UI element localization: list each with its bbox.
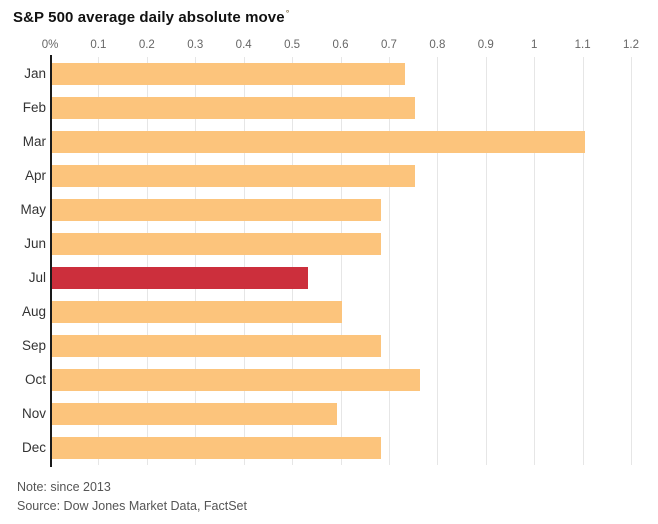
bar-jul [51, 267, 309, 289]
x-tick-label: 0.6 [332, 39, 349, 51]
month-label: Mar [22, 134, 46, 149]
x-tick-label: 0.8 [429, 39, 446, 51]
gridline [631, 57, 633, 465]
chart-title-text: S&P 500 average daily absolute move [13, 9, 285, 26]
x-tick-label: 0% [41, 39, 59, 51]
month-label: Feb [22, 100, 46, 115]
month-label: Jun [24, 236, 46, 251]
chart-title: S&P 500 average daily absolute move° [13, 8, 289, 26]
month-label: Aug [21, 304, 46, 319]
x-tick-label: 1 [530, 39, 538, 51]
bar-mar [51, 131, 585, 153]
x-tick-label: 0.5 [284, 39, 301, 51]
gridline [582, 57, 584, 465]
month-label: Nov [21, 406, 46, 421]
x-tick-label: 0.7 [380, 39, 397, 51]
bar-row: Jul [0, 261, 658, 295]
bar-row: Jun [0, 227, 658, 261]
bar-row: Nov [0, 397, 658, 431]
gridline [146, 57, 148, 465]
x-axis: 0% 0.1 0.2 0.3 0.4 0.5 0.6 0.7 0.8 0.9 1 1.1 1.2 [0, 39, 658, 55]
month-label: Sep [21, 338, 46, 353]
bar-apr [51, 165, 415, 187]
bar-row: Feb [0, 91, 658, 125]
month-label: Jan [24, 66, 46, 81]
x-tick-label: 0.9 [477, 39, 494, 51]
bar-oct [51, 369, 420, 391]
x-tick-label: 0.3 [187, 39, 204, 51]
zero-axis-line [50, 55, 52, 467]
bar-jan [51, 63, 406, 85]
bar-row: Mar [0, 125, 658, 159]
bar-sep [51, 335, 381, 357]
footnote-marker: ° [285, 8, 290, 18]
gridline [388, 57, 390, 465]
month-label: Oct [24, 372, 46, 387]
bar-may [51, 199, 381, 221]
gridline [437, 57, 439, 465]
gridline [195, 57, 197, 465]
bar-row: Sep [0, 329, 658, 363]
bar-row: Dec [0, 431, 658, 465]
x-tick-label: 0.2 [138, 39, 155, 51]
chart-source: Source: Dow Jones Market Data, FactSet [17, 499, 247, 513]
bar-row: Oct [0, 363, 658, 397]
x-tick-label: 1.2 [623, 39, 640, 51]
bar-row: Apr [0, 159, 658, 193]
gridline [98, 57, 100, 465]
gridline [243, 57, 245, 465]
chart-note: Note: since 2013 [17, 480, 111, 494]
bar-row: Jan [0, 57, 658, 91]
month-label: Dec [21, 440, 46, 455]
month-label: May [20, 202, 46, 217]
gridline [340, 57, 342, 465]
x-tick-label: 1.1 [574, 39, 591, 51]
gridline [292, 57, 294, 465]
plot-area: Jan Feb Mar Apr May Jun Jul Aug Sep Oct Nov Dec [0, 55, 658, 467]
month-label: Apr [24, 168, 46, 183]
bar-feb [51, 97, 415, 119]
x-tick-label: 0.1 [90, 39, 107, 51]
bar-row: Aug [0, 295, 658, 329]
chart-footer: Note: since 2013 Source: Dow Jones Marke… [17, 478, 247, 516]
gridline [534, 57, 536, 465]
x-tick-label: 0.4 [235, 39, 252, 51]
gridline [485, 57, 487, 465]
bar-nov [51, 403, 338, 425]
month-label: Jul [28, 270, 46, 285]
bar-jun [51, 233, 381, 255]
bar-row: May [0, 193, 658, 227]
bar-dec [51, 437, 381, 459]
bar-aug [51, 301, 342, 323]
